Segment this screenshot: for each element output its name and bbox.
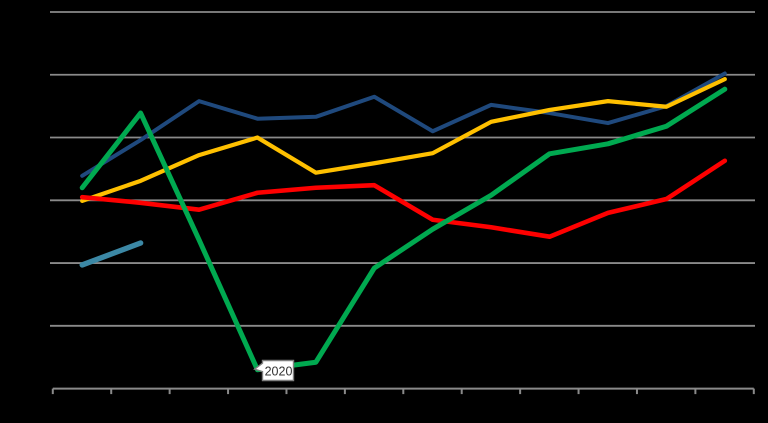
series-lines [79,71,728,373]
series-line-green-2020 [79,86,728,373]
series-line-gold [80,77,727,204]
x-axis [51,387,755,395]
callout-box [253,359,295,382]
series-line-navy [80,71,727,178]
callout-label: 2020 [265,365,293,379]
data-label-2020: 2020 [253,359,295,382]
series-line-teal-partial [79,240,144,268]
series-line-red [79,158,728,239]
